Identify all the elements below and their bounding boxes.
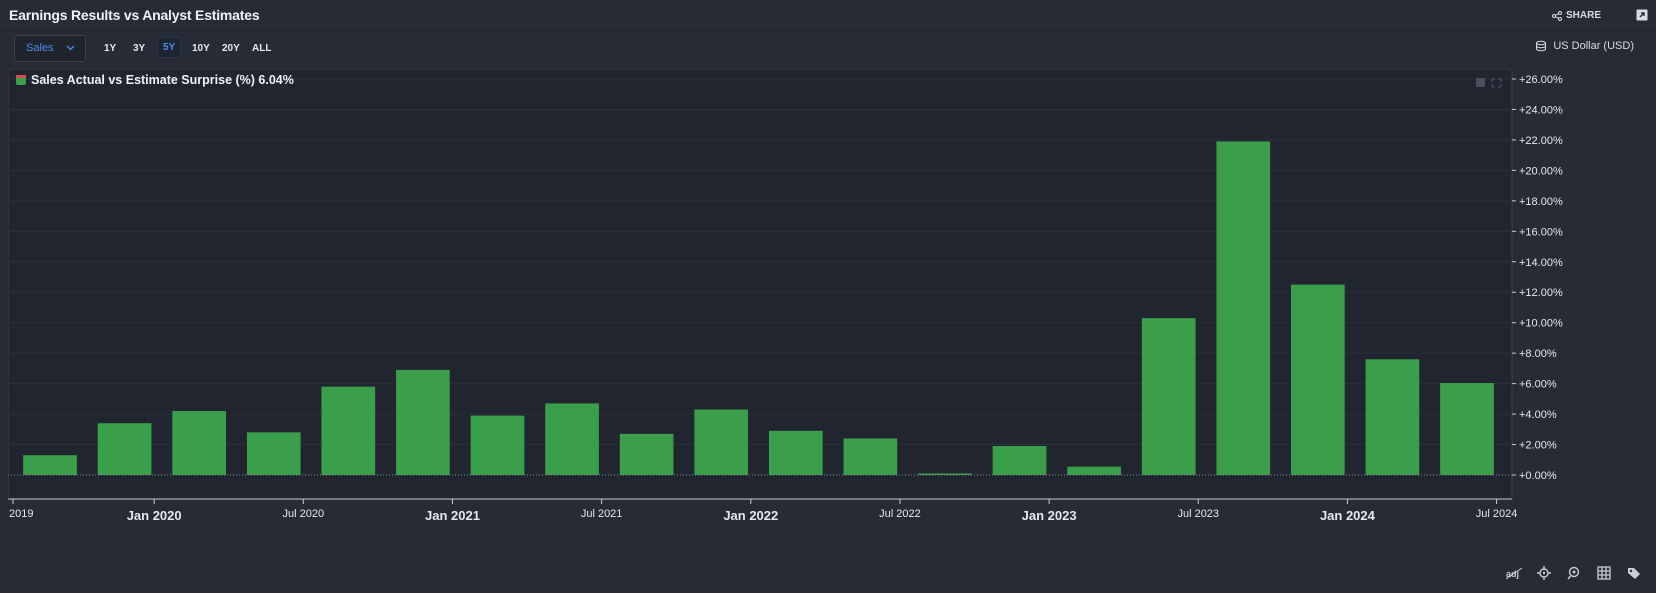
bar-q4-2022[interactable] [993,446,1047,475]
bar-q1-2023[interactable] [1067,467,1121,475]
chevron-down-icon [66,45,75,51]
range-10y-button[interactable]: 10Y [192,43,210,54]
bar-q4-2019[interactable] [98,423,152,475]
x-tick-label: Jul 2023 [1177,508,1219,520]
bar-q4-2020[interactable] [396,370,450,475]
x-tick-label: Jan 2021 [425,508,480,523]
bar-q3-2021[interactable] [620,434,674,475]
share-button[interactable]: SHARE [1552,10,1601,21]
bar-q2-2020[interactable] [247,432,301,475]
y-tick-label: +24.00% [1519,104,1563,116]
y-tick-label: +26.00% [1519,74,1563,86]
x-tick-label: Jul 2021 [581,508,623,520]
chart-tools: adj [1506,565,1642,581]
x-tick-label: 2019 [9,508,33,520]
legend-label: Sales Actual vs Estimate Surprise (%) 6.… [31,73,294,87]
share-icon [1552,11,1562,21]
bar-q4-2023[interactable] [1291,285,1345,475]
coins-icon [1535,40,1547,52]
x-tick-label: Jul 2022 [879,508,921,520]
tags-icon[interactable] [1626,565,1642,581]
bar-q2-2024[interactable] [1440,383,1494,475]
log-scale-icon[interactable]: adj [1506,565,1522,581]
bar-q2-2022[interactable] [844,438,898,475]
bar-q1-2024[interactable] [1366,359,1420,475]
range-5y-button[interactable]: 5Y [157,37,181,58]
metric-select-label: Sales [26,42,54,54]
currency-label: US Dollar (USD) [1553,40,1634,52]
range-20y-button[interactable]: 20Y [222,43,240,54]
bar-q1-2020[interactable] [172,411,226,475]
page-title: Earnings Results vs Analyst Estimates [9,7,259,23]
chart-area: +0.00% +2.00% +4.00% +6.00% +8.00% +10.00% +12… [8,69,1592,529]
expand-icon[interactable] [1636,9,1648,21]
crosshair-icon[interactable] [1536,565,1552,581]
range-1y-button[interactable]: 1Y [104,43,116,54]
x-tick-label: Jan 2020 [127,508,182,523]
y-tick-label: +12.00% [1519,287,1563,299]
bar-q1-2022[interactable] [769,431,823,475]
y-tick-label: +0.00% [1519,470,1557,482]
y-tick-label: +10.00% [1519,318,1563,330]
y-tick-label: +16.00% [1519,226,1563,238]
y-tick-label: +2.00% [1519,440,1557,452]
y-tick-label: +4.00% [1519,409,1557,421]
range-3y-button[interactable]: 3Y [133,43,145,54]
share-label: SHARE [1566,10,1601,21]
x-tick-label: Jan 2024 [1320,508,1376,523]
bar-q3-2020[interactable] [321,387,375,475]
bar-q4-2021[interactable] [694,410,748,475]
bar-q3-2023[interactable] [1216,141,1270,475]
chart-settings-icon[interactable] [1476,78,1485,87]
metric-select[interactable]: Sales [14,35,86,62]
surprise-bar-chart: +0.00% +2.00% +4.00% +6.00% +8.00% +10.00% +12… [8,69,1592,529]
currency-selector[interactable]: US Dollar (USD) [1535,40,1634,52]
y-tick-label: +8.00% [1519,348,1557,360]
x-tick-label: Jul 2024 [1476,508,1518,520]
bar-q3-2019[interactable] [23,455,77,475]
toolbar: Sales 1Y 3Y 5Y 10Y 20Y ALL US Dollar (US… [0,31,1656,69]
y-tick-label: +14.00% [1519,257,1563,269]
legend: Sales Actual vs Estimate Surprise (%) 6.… [16,73,294,87]
zoom-reset-icon[interactable] [1566,565,1582,581]
bar-q2-2021[interactable] [545,403,599,475]
bar-q2-2023[interactable] [1142,318,1196,475]
y-tick-label: +22.00% [1519,135,1563,147]
y-tick-label: +6.00% [1519,379,1557,391]
grid-icon[interactable] [1596,565,1612,581]
range-all-button[interactable]: ALL [252,43,271,54]
bar-q1-2021[interactable] [471,416,525,475]
header-bar: Earnings Results vs Analyst Estimates SH… [0,0,1656,31]
x-tick-label: Jan 2023 [1022,508,1077,523]
x-tick-label: Jan 2022 [723,508,778,523]
y-tick-label: +18.00% [1519,196,1563,208]
x-tick-label: Jul 2020 [283,508,325,520]
y-tick-label: +20.00% [1519,165,1563,177]
legend-swatch-accent [16,75,26,78]
